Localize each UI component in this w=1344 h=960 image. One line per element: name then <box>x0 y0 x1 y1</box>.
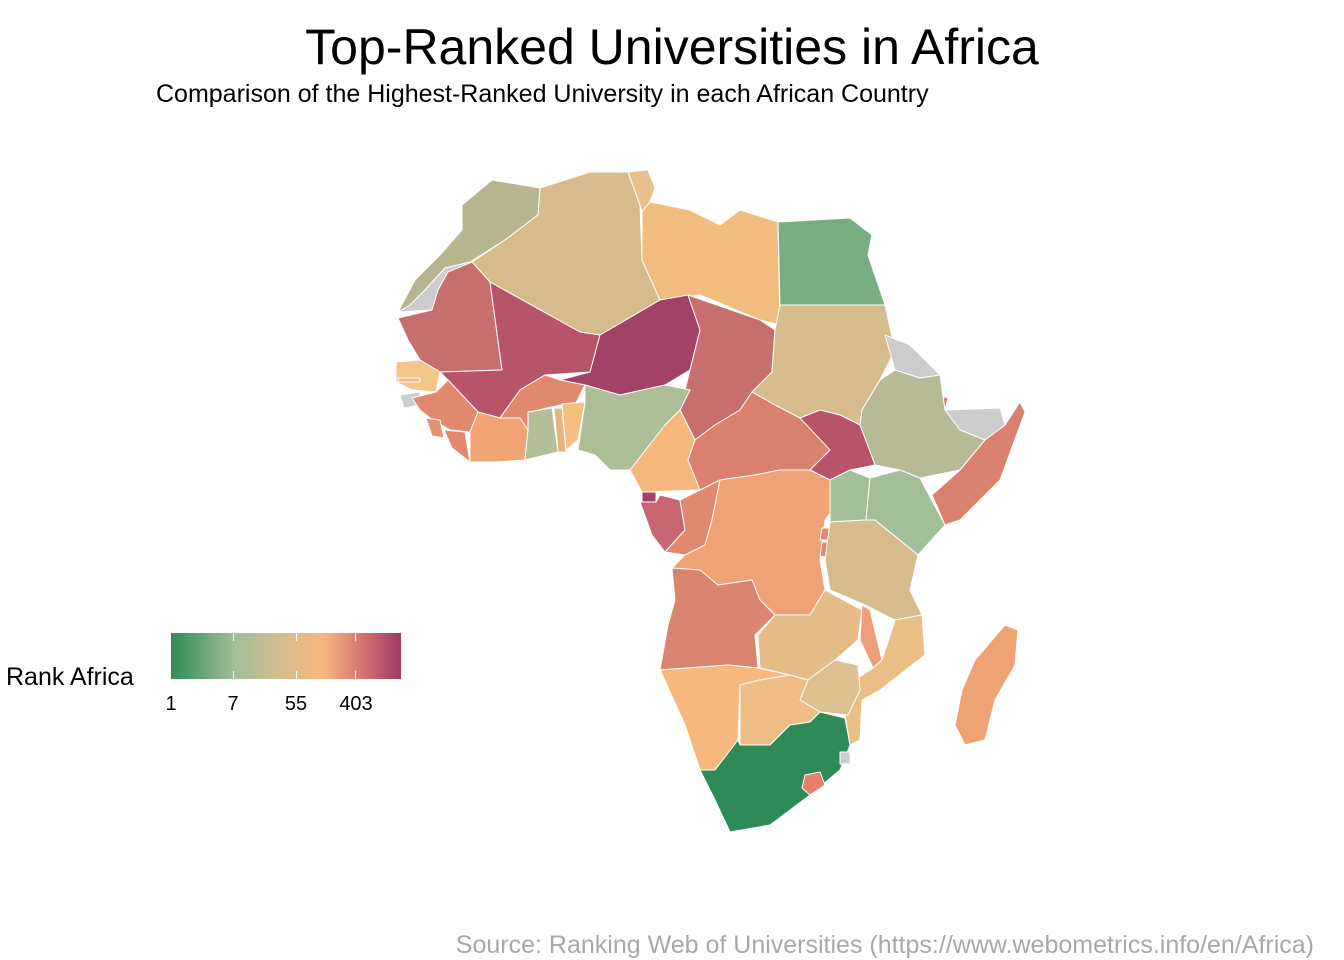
region-ghana <box>524 407 559 461</box>
legend-tick-label: 55 <box>284 693 308 715</box>
region-mauritania <box>397 261 503 373</box>
region-cote-divoire <box>469 411 529 463</box>
region-sierra-leone <box>425 417 445 439</box>
map-subtitle: Comparison of the Highest-Ranked Univers… <box>156 80 929 108</box>
legend-colorbar <box>171 633 401 679</box>
region-south-sudan <box>799 409 876 481</box>
region-angola <box>659 567 776 671</box>
legend-tick-mark <box>355 633 356 679</box>
region-lesotho <box>801 771 826 796</box>
map-title: Top-Ranked Universities in Africa <box>305 19 1039 75</box>
source-caption: Source: Ranking Web of Universities (htt… <box>455 931 1314 959</box>
region-equatorial-guinea <box>641 491 657 503</box>
legend-tick-label: 403 <box>339 693 373 715</box>
legend-tick-mark <box>296 633 297 679</box>
region-eswatini <box>839 751 851 765</box>
region-mozambique <box>844 614 926 746</box>
legend-tick-label: 7 <box>227 693 239 715</box>
region-liberia <box>443 429 471 463</box>
legend-tick-label: 1 <box>165 693 177 715</box>
region-somalia <box>931 401 1026 526</box>
region-gambia <box>397 377 421 383</box>
region-uganda <box>829 469 871 523</box>
region-ethiopia <box>859 369 986 479</box>
region-malawi <box>859 604 883 669</box>
region-madagascar <box>954 624 1019 746</box>
region-south-africa <box>699 711 851 833</box>
legend-tick-mark <box>233 633 234 679</box>
region-libya <box>641 201 781 326</box>
region-egypt <box>777 217 886 306</box>
region-benin <box>561 401 586 451</box>
legend-title: Rank Africa <box>6 663 134 691</box>
